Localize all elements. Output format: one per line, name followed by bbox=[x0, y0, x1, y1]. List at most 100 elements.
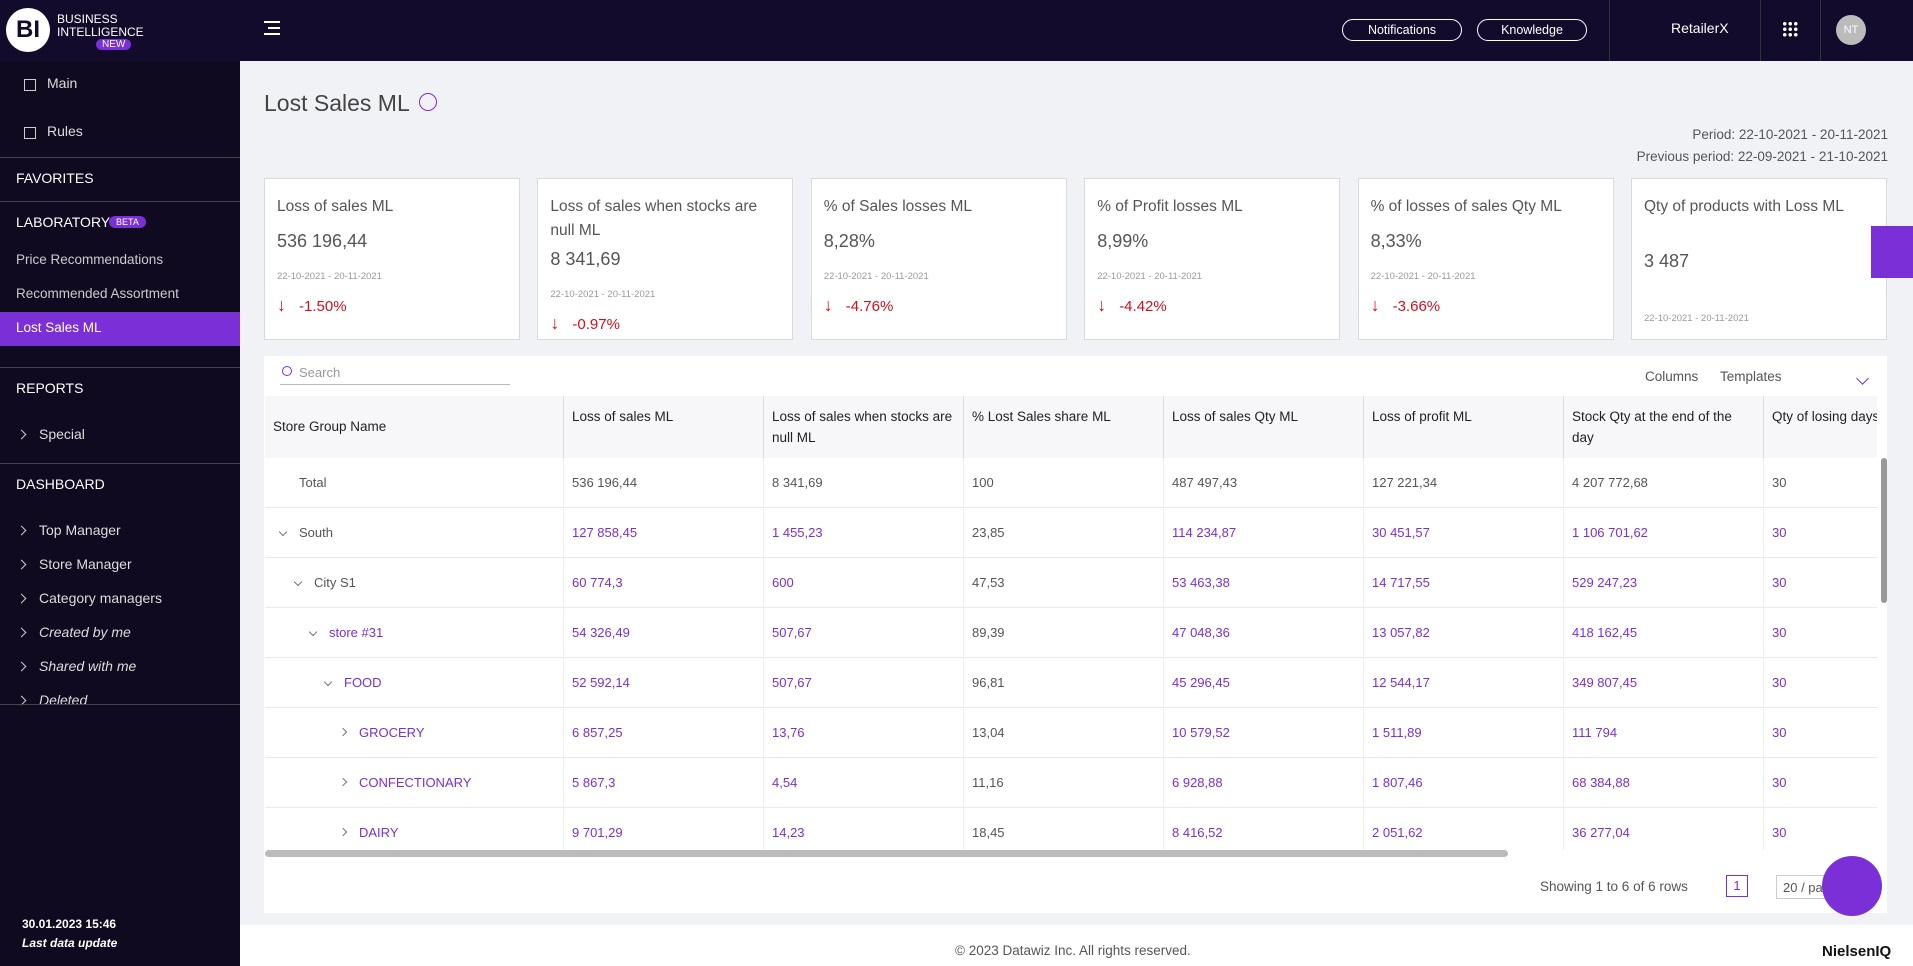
nav-folder[interactable]: Top Manager bbox=[39, 522, 121, 538]
section-title: REPORTS bbox=[16, 380, 84, 396]
footer-brand: NielsenIQ bbox=[1822, 943, 1892, 960]
table-cell: 30 bbox=[1764, 458, 1877, 508]
side-tab[interactable] bbox=[1871, 226, 1913, 278]
section-line bbox=[0, 704, 240, 705]
column-header[interactable]: Qty of losing days bbox=[1764, 396, 1877, 458]
pagination-info: Showing 1 to 6 of 6 rows bbox=[1540, 879, 1688, 894]
row-name[interactable]: FOOD bbox=[265, 658, 564, 708]
card-value: 8,33% bbox=[1370, 231, 1422, 251]
nav-link[interactable]: Price Recommendations bbox=[16, 252, 164, 267]
table-cell: 10 579,52 bbox=[1164, 708, 1364, 758]
section-line bbox=[0, 157, 240, 158]
nav-folder[interactable]: Created by me bbox=[39, 624, 131, 640]
search-input[interactable]: Search bbox=[280, 365, 510, 385]
top-bar bbox=[0, 0, 1913, 61]
table-cell: 507,67 bbox=[764, 608, 964, 658]
table-cell: 529 247,23 bbox=[1564, 558, 1764, 608]
row-name[interactable]: City S1 bbox=[265, 558, 564, 608]
card-title: % of Sales losses ML bbox=[823, 198, 972, 215]
card-change: -0.97% bbox=[572, 316, 620, 333]
header-button[interactable]: Notifications bbox=[1342, 19, 1462, 41]
table-cell: 1 511,89 bbox=[1364, 708, 1564, 758]
card-change: -3.66% bbox=[1392, 298, 1441, 315]
nav-active bbox=[0, 312, 240, 346]
kpi-card: Loss of sales when stocks are null ML 8 3… bbox=[537, 178, 794, 340]
nav-folder[interactable]: Special bbox=[39, 426, 85, 442]
section-line bbox=[0, 201, 240, 202]
card-value: 536 196,44 bbox=[277, 231, 368, 251]
column-header[interactable]: % Lost Sales share ML bbox=[964, 396, 1164, 458]
column-header[interactable]: Loss of sales ML bbox=[564, 396, 764, 458]
footer-bar bbox=[240, 925, 1913, 966]
avatar[interactable]: NT bbox=[1836, 15, 1866, 45]
nav-folder[interactable]: Category managers bbox=[39, 590, 162, 606]
table-cell: 96,81 bbox=[964, 658, 1164, 708]
card-value: 8,28% bbox=[823, 231, 875, 251]
table-cell: 418 162,45 bbox=[1564, 608, 1764, 658]
kpi-card: % of losses of sales Qty ML 8,33% 22-10-20… bbox=[1357, 178, 1614, 340]
table-cell: 9 701,29 bbox=[564, 808, 764, 850]
table-cell: 14 717,55 bbox=[1364, 558, 1564, 608]
table-cell: 536 196,44 bbox=[564, 458, 764, 508]
nav-link[interactable]: Lost Sales ML bbox=[16, 320, 102, 335]
table-cell: 53 463,38 bbox=[1164, 558, 1364, 608]
table-cell: 13 057,82 bbox=[1364, 608, 1564, 658]
nav-folder[interactable]: Shared with me bbox=[39, 658, 137, 674]
row-name[interactable]: CONFECTIONARY bbox=[265, 758, 564, 808]
nav-folder[interactable]: Store Manager bbox=[39, 556, 132, 572]
divider bbox=[1609, 0, 1610, 61]
nav-link[interactable]: Rules bbox=[47, 123, 83, 139]
templates-button[interactable]: Templates bbox=[1720, 369, 1782, 384]
card-date: 22-10-2021 - 20-11-2021 bbox=[1097, 271, 1203, 282]
nav-link[interactable]: Recommended Assortment bbox=[16, 286, 179, 301]
column-header[interactable]: Loss of profit ML bbox=[1364, 396, 1564, 458]
table-cell: 1 455,23 bbox=[764, 508, 964, 558]
table-cell: 18,45 bbox=[964, 808, 1164, 850]
menu-toggle[interactable] bbox=[264, 21, 280, 35]
table-cell: 45 296,45 bbox=[1164, 658, 1364, 708]
update-label: Last data update bbox=[22, 936, 118, 950]
column-header[interactable]: Loss of sales Qty ML bbox=[1164, 396, 1364, 458]
account[interactable]: RetailerX bbox=[1671, 20, 1729, 36]
header-button[interactable]: Knowledge bbox=[1477, 19, 1587, 41]
v-scrollbar bbox=[1881, 458, 1887, 603]
card-change: -1.50% bbox=[299, 298, 347, 315]
down-arrow: ↓ bbox=[550, 313, 560, 333]
row-name[interactable]: GROCERY bbox=[265, 708, 564, 758]
table-cell: 30 bbox=[1764, 708, 1877, 758]
table-cell: 507,67 bbox=[764, 658, 964, 708]
nav-folder[interactable]: Deleted bbox=[39, 692, 88, 708]
table-cell: 6 857,25 bbox=[564, 708, 764, 758]
page-title: Lost Sales ML bbox=[264, 90, 410, 116]
column-header[interactable]: Stock Qty at the end of the day bbox=[1564, 396, 1764, 458]
column-header[interactable]: Store Group Name bbox=[265, 396, 564, 458]
card-title: Loss of sales when stocks are null ML bbox=[550, 198, 758, 239]
table-cell: 30 bbox=[1764, 508, 1877, 558]
card-title: Loss of sales ML bbox=[277, 198, 394, 215]
sidebar bbox=[0, 61, 240, 966]
card-change: -4.76% bbox=[845, 298, 894, 315]
table-cell: 23,85 bbox=[964, 508, 1164, 558]
nav-link[interactable]: Main bbox=[47, 75, 78, 91]
badge: BETA bbox=[109, 216, 146, 228]
row-name[interactable]: store #31 bbox=[265, 608, 564, 658]
table-cell: 47 048,36 bbox=[1164, 608, 1364, 658]
apps-icon[interactable] bbox=[1782, 21, 1798, 37]
table-cell: 52 592,14 bbox=[564, 658, 764, 708]
table-cell: 8 341,69 bbox=[764, 458, 964, 508]
divider bbox=[1820, 0, 1821, 61]
badge: NEW bbox=[96, 39, 132, 50]
copyright: © 2023 Datawiz Inc. All rights reserved. bbox=[955, 943, 1191, 958]
card-date: 22-10-2021 - 20-11-2021 bbox=[823, 271, 929, 282]
card-title: Qty of products with Loss ML bbox=[1644, 198, 1844, 215]
row-name[interactable]: Total bbox=[265, 458, 564, 508]
columns-button[interactable]: Columns bbox=[1645, 369, 1699, 384]
chat-button[interactable] bbox=[1822, 856, 1882, 916]
table-cell: 127 221,34 bbox=[1364, 458, 1564, 508]
row-name[interactable]: DAIRY bbox=[265, 808, 564, 850]
table-cell: 1 807,46 bbox=[1364, 758, 1564, 808]
page-number[interactable]: 1 bbox=[1726, 875, 1748, 897]
row-name[interactable]: South bbox=[265, 508, 564, 558]
column-header[interactable]: Loss of sales when stocks are null ML bbox=[764, 396, 964, 458]
table-cell: 30 451,57 bbox=[1364, 508, 1564, 558]
